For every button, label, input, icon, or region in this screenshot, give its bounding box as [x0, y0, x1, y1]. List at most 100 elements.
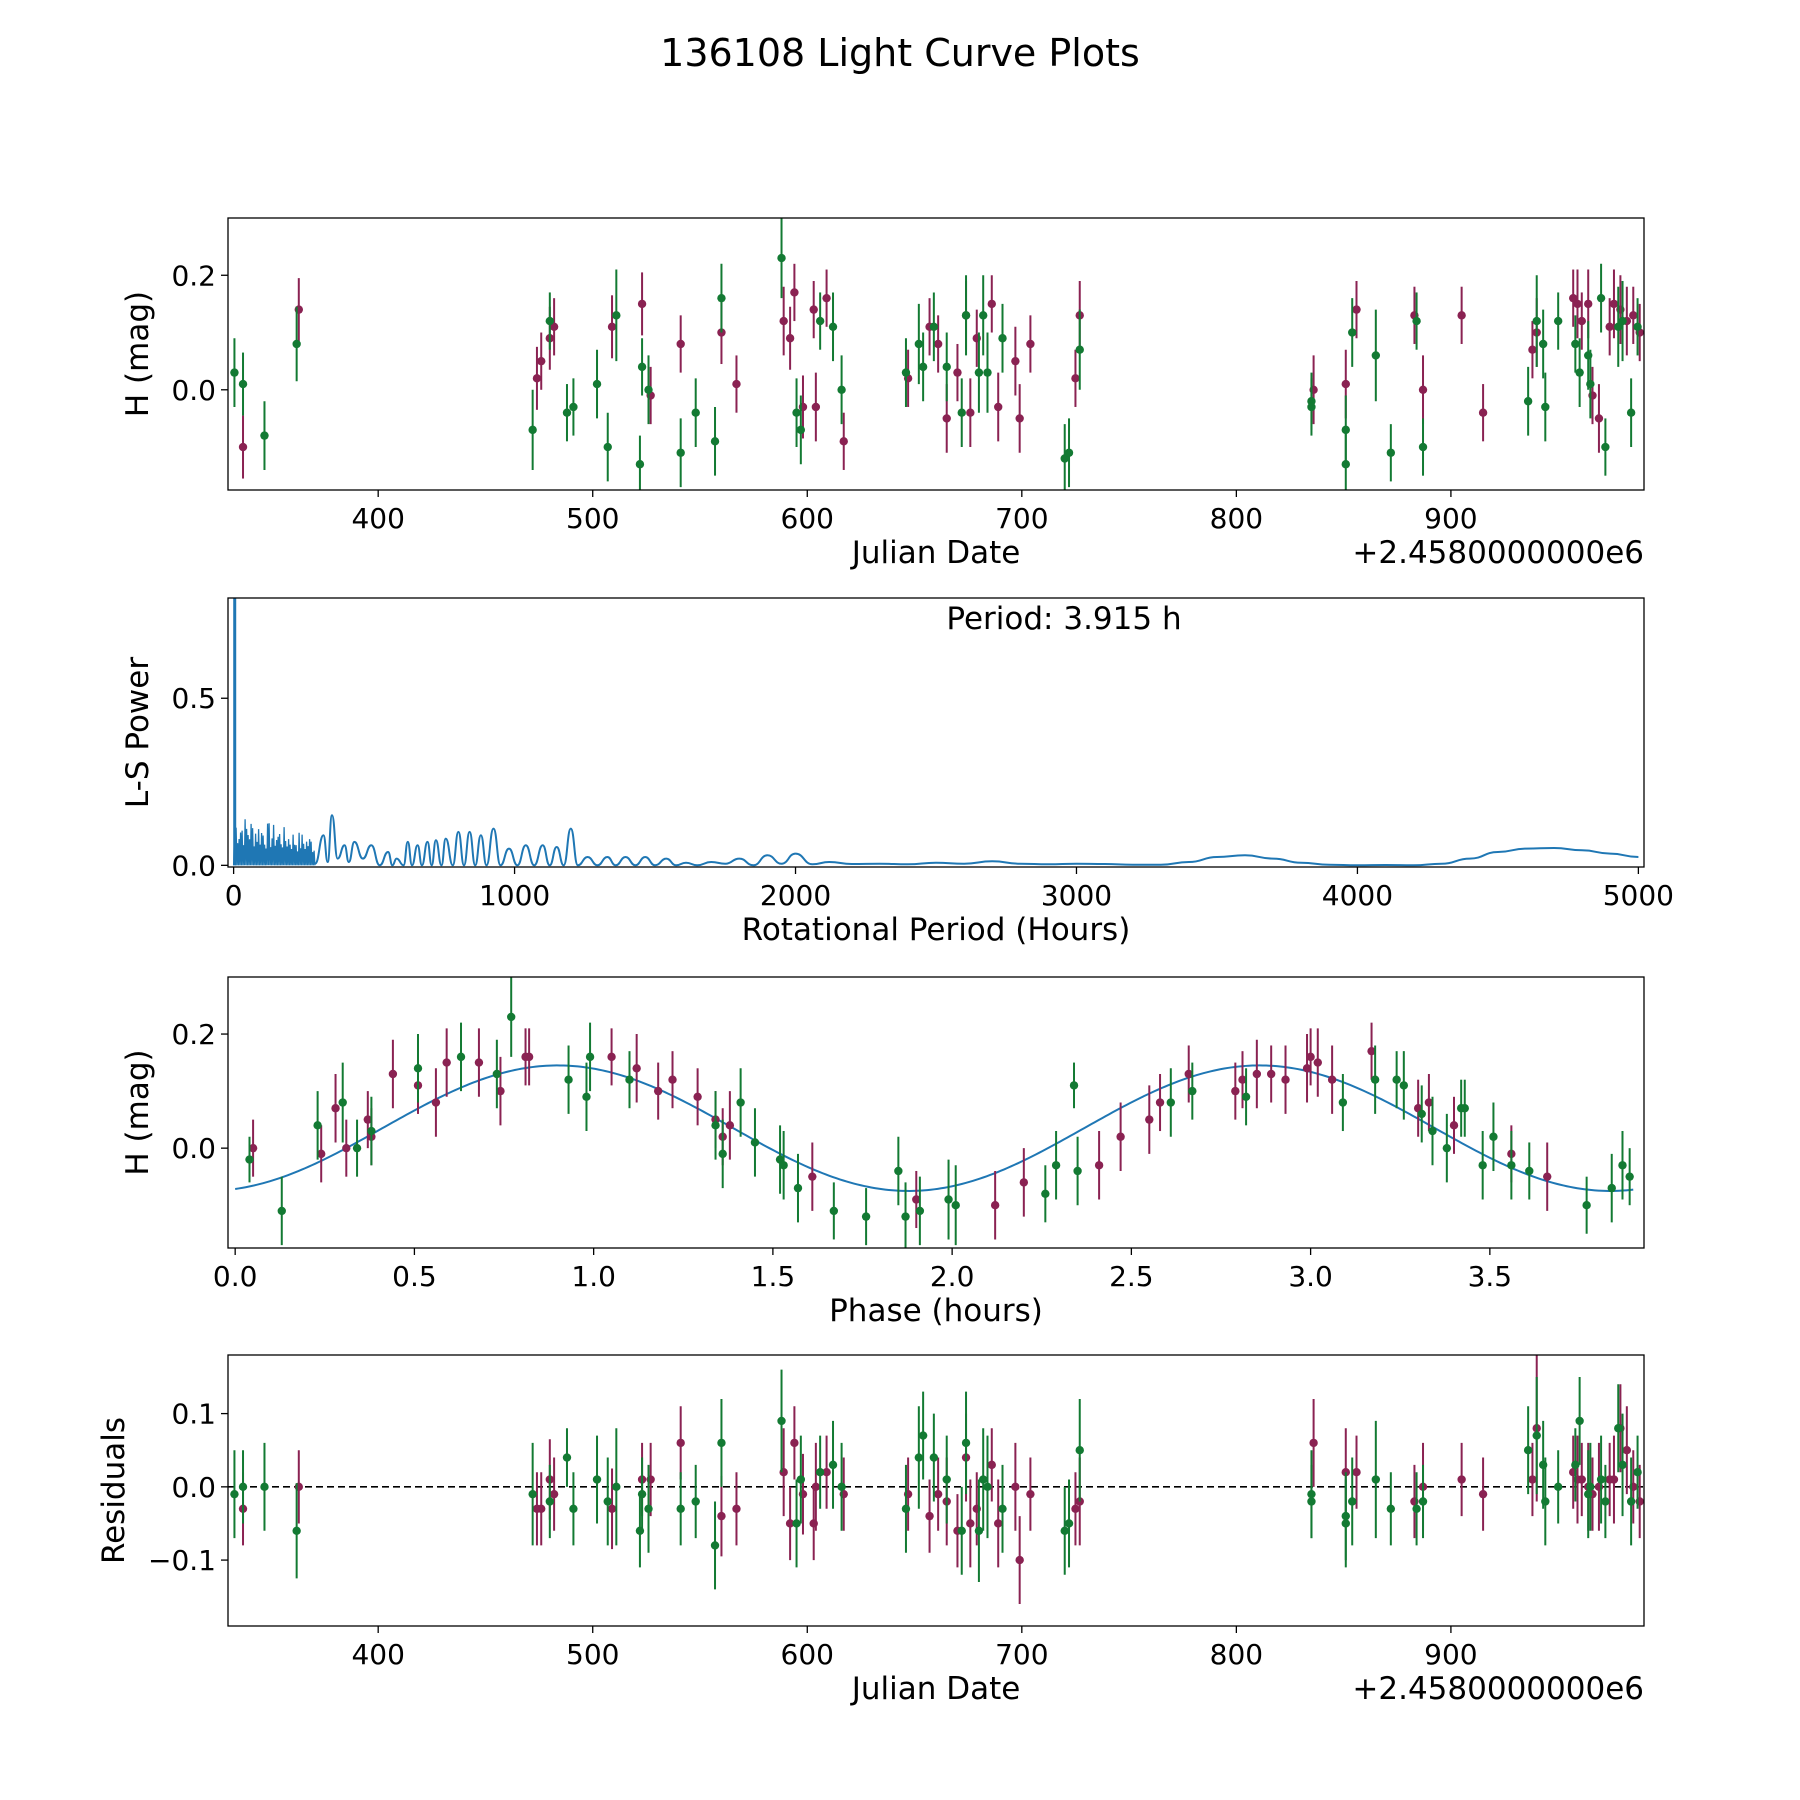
secondary-data-point [603, 1457, 612, 1546]
x-tick-label: 3.0 [1288, 1260, 1333, 1293]
marker [1586, 1482, 1595, 1492]
primary-data-point [808, 1142, 817, 1211]
primary-data-point [442, 1028, 451, 1097]
secondary-data-point [1307, 378, 1316, 436]
marker [1352, 305, 1361, 314]
marker [1543, 1172, 1552, 1181]
secondary-data-point [691, 378, 700, 448]
primary-data-point [785, 306, 795, 370]
primary-data-point [549, 298, 559, 356]
primary-data-point [1155, 1073, 1165, 1132]
primary-data-point [1577, 292, 1586, 350]
marker [676, 448, 685, 457]
marker [413, 1064, 423, 1073]
marker [1532, 1431, 1541, 1440]
secondary-data-point [1386, 1472, 1396, 1546]
marker [1571, 1460, 1580, 1470]
marker [1051, 1161, 1061, 1170]
marker [668, 1075, 677, 1084]
secondary-data-point [367, 1096, 376, 1166]
primary-data-point [653, 1062, 663, 1120]
x-axis-label: Julian Date [850, 1671, 1021, 1707]
marker [363, 1115, 373, 1124]
marker [1327, 1075, 1337, 1084]
marker [582, 1092, 591, 1102]
x-tick-label: 600 [781, 1638, 834, 1671]
marker [1622, 1446, 1632, 1455]
y-tick-label: 0.5 [171, 682, 216, 715]
y-tick-label: 0.2 [171, 1018, 216, 1051]
marker [1231, 1086, 1240, 1096]
marker [693, 1092, 702, 1102]
secondary-data-point [292, 1483, 301, 1579]
x-axis-offset-label: +2.4580000000e6 [1352, 1671, 1644, 1707]
marker [717, 1511, 726, 1521]
primary-data-point [1609, 269, 1619, 339]
x-tick-label: 5000 [1603, 879, 1674, 912]
x-tick-label: 800 [1210, 1638, 1263, 1671]
marker [607, 1504, 617, 1514]
marker [1478, 408, 1488, 417]
phased-panel: 0.0 0.5 1.0 1.5 2.0 2.5 3.0 3.5 0.0 0.2 Phase (hou… [120, 976, 1645, 1329]
primary-data-point [1281, 1045, 1290, 1114]
secondary-data-point [837, 355, 846, 425]
marker [456, 1052, 466, 1062]
marker [549, 322, 559, 331]
secondary-data-point [1060, 424, 1069, 490]
secondary-data-point [974, 332, 984, 413]
marker [961, 1438, 971, 1448]
marker [1306, 1052, 1315, 1062]
primary-data-point [238, 415, 248, 479]
secondary-data-point [1064, 418, 1074, 488]
marker [942, 414, 951, 423]
secondary-data-point [777, 218, 786, 299]
marker [238, 1482, 248, 1492]
secondary-data-point [894, 1136, 903, 1206]
phased-plot-area [235, 977, 1634, 1248]
marker [691, 1497, 700, 1506]
marker [792, 1519, 801, 1528]
marker [1596, 293, 1606, 303]
primary-data-point [1327, 1045, 1337, 1114]
marker [1392, 1075, 1401, 1084]
marker [1553, 1482, 1563, 1492]
marker [1418, 1497, 1428, 1506]
primary-data-point [1352, 280, 1361, 339]
marker [1618, 1161, 1627, 1170]
marker [837, 385, 846, 394]
marker [901, 1212, 910, 1221]
primary-data-point [779, 286, 788, 356]
secondary-data-point [1166, 1068, 1176, 1137]
primary-data-point [676, 315, 685, 373]
secondary-data-point [796, 1435, 806, 1524]
marker [1145, 1115, 1154, 1124]
secondary-data-point [792, 378, 801, 448]
marker [1418, 385, 1428, 394]
marker [1582, 1201, 1591, 1210]
primary-data-point [331, 1073, 340, 1143]
secondary-data-point [957, 1486, 966, 1575]
marker [260, 1482, 269, 1492]
primary-data-point [1543, 1142, 1552, 1211]
primary-data-point [474, 1028, 484, 1097]
marker [1370, 1075, 1380, 1084]
marker [942, 1475, 951, 1484]
secondary-data-point [1371, 309, 1381, 402]
x-tick-label: 500 [566, 1638, 619, 1671]
primary-data-point [717, 1475, 726, 1557]
primary-data-point [925, 1479, 934, 1553]
secondary-data-point [1541, 1457, 1550, 1546]
marker [1060, 454, 1069, 463]
secondary-data-point [961, 275, 971, 356]
lightcurve-plot-area [230, 218, 1644, 490]
marker [1341, 425, 1350, 435]
marker [1424, 1098, 1434, 1107]
marker [1553, 316, 1563, 326]
marker [953, 368, 962, 377]
secondary-data-point [1418, 1464, 1428, 1539]
secondary-data-point [1069, 1062, 1079, 1109]
marker [1015, 414, 1024, 423]
secondary-data-point [1392, 1051, 1401, 1109]
marker [1489, 1132, 1498, 1141]
